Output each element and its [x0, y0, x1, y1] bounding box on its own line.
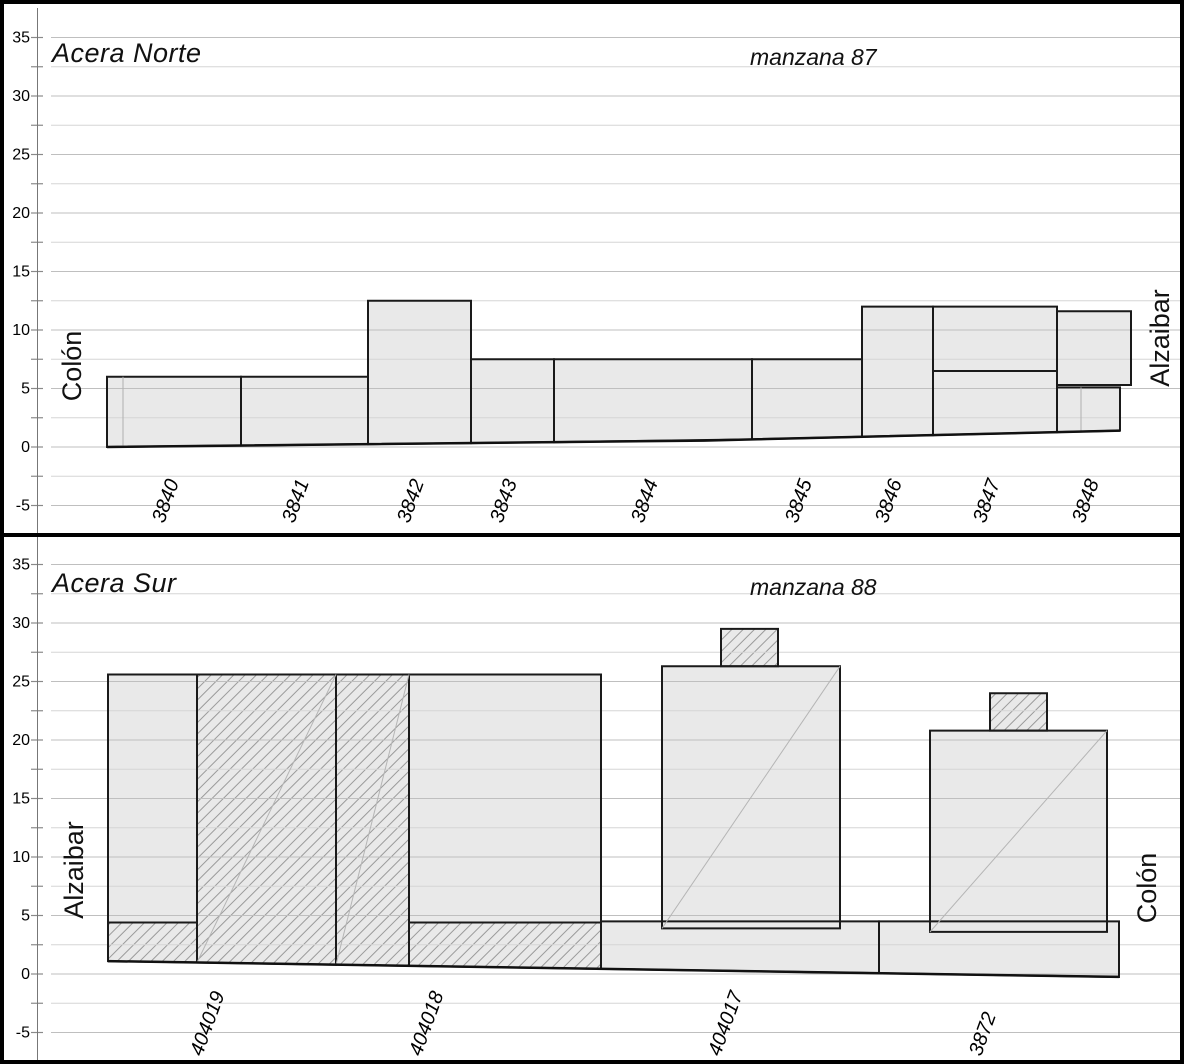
- building-outline-404019: [107, 673, 198, 924]
- parcel-label-404018: 404018: [405, 988, 449, 1058]
- building-fill-404019: [108, 922, 197, 963]
- facade-panel-sur: -5 0 5 10 15 20 25 30 35 404019 404018 404017 3872: [12, 537, 1180, 1060]
- panel-title-norte: Acera Norte: [52, 38, 202, 68]
- y-tick-label: 30: [12, 88, 30, 105]
- facade-panel-norte: -5 0 5 10 15 20 25 30 35 3840 3841 3842 3843 3844 3845…: [12, 8, 1180, 533]
- building-fill-3843: [471, 359, 554, 444]
- parcel-label-3845: 3845: [781, 476, 817, 526]
- y-tick-label: 20: [12, 732, 30, 749]
- building-outline-3872: [989, 692, 1048, 732]
- building-fill-404018: [409, 922, 601, 969]
- detail-lines: [107, 666, 1120, 979]
- facade-diagonal-404017: [661, 666, 841, 929]
- street-label-colon-norte: Colón: [56, 330, 87, 402]
- building-fill-404017: [721, 628, 778, 667]
- y-tick-label: 10: [12, 322, 30, 339]
- building-fill-3846: [862, 306, 933, 437]
- parcel-labels: 404019 404018 404017 3872: [186, 988, 1001, 1059]
- detail-lines: [106, 369, 1121, 449]
- y-tick-label: 35: [12, 30, 30, 47]
- building-fill-3872: [879, 921, 1119, 977]
- facade-diagonal-404018: [335, 674, 410, 965]
- street-label-colon-sur: Colón: [1131, 852, 1162, 924]
- building-fills: [107, 300, 1131, 447]
- building-outline-3848: [1056, 310, 1132, 386]
- y-tick-label: -5: [16, 498, 30, 515]
- y-tick-label: 15: [12, 264, 30, 281]
- building-fill-3844: [554, 359, 752, 443]
- y-tick-label: 15: [12, 791, 30, 808]
- building-fill-3841: [241, 376, 368, 446]
- block-label-norte: manzana 87: [750, 44, 877, 70]
- building-fill-404017: [601, 921, 879, 974]
- panel-title-sur: Acera Sur: [52, 568, 177, 598]
- building-fill-3840: [107, 376, 241, 447]
- parcel-label-3872: 3872: [965, 1009, 1001, 1058]
- ground-line: [106, 429, 1121, 449]
- y-tick-label: 5: [21, 381, 30, 398]
- y-tick-label: 35: [12, 557, 30, 574]
- facade-diagonal-3872: [929, 730, 1108, 933]
- y-tick-label: 25: [12, 147, 30, 164]
- y-tick-label: 30: [12, 615, 30, 632]
- y-tick-label: 0: [21, 439, 30, 456]
- panel-divider: [4, 533, 1180, 537]
- y-tick-label: 20: [12, 205, 30, 222]
- y-tick-label: -5: [16, 1025, 30, 1042]
- block-label-sur: manzana 88: [750, 574, 877, 600]
- building-outline-404017: [661, 665, 841, 930]
- y-tick-label: 0: [21, 966, 30, 983]
- parcel-label-404019: 404019: [186, 988, 230, 1058]
- street-label-alzaibar-norte: Alzaibar: [1144, 289, 1175, 387]
- street-label-alzaibar-sur: Alzaibar: [58, 821, 89, 919]
- parcel-labels: 3840 3841 3842 3843 3844 3845 3846 3847 3848: [148, 476, 1104, 526]
- parcel-label-3842: 3842: [393, 476, 429, 525]
- y-tick-label: 5: [21, 908, 30, 925]
- building-fill-3848: [1057, 387, 1120, 433]
- parcel-label-3848: 3848: [1068, 476, 1104, 525]
- building-fill-3845: [752, 359, 862, 440]
- parcel-label-3847: 3847: [969, 476, 1005, 526]
- parcel-label-3841: 3841: [278, 476, 314, 525]
- grid-and-axis: -5 0 5 10 15 20 25 30 35: [12, 537, 1180, 1060]
- parcel-label-3840: 3840: [148, 476, 184, 525]
- ground-line: [107, 959, 1120, 979]
- parcel-label-404017: 404017: [704, 988, 748, 1059]
- parcel-label-3844: 3844: [627, 476, 663, 525]
- building-fill-3842: [368, 300, 471, 445]
- facade-diagonal-404019: [196, 674, 337, 963]
- parcel-label-3843: 3843: [486, 476, 522, 525]
- y-tick-label: 10: [12, 849, 30, 866]
- building-outline-404017: [720, 627, 779, 668]
- grid-and-axis: -5 0 5 10 15 20 25 30 35: [12, 8, 1180, 533]
- y-tick-label: 25: [12, 674, 30, 691]
- building-fill-3872: [990, 693, 1047, 731]
- parcel-label-3846: 3846: [871, 476, 907, 526]
